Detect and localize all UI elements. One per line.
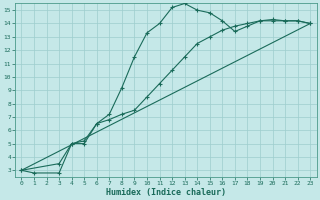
- X-axis label: Humidex (Indice chaleur): Humidex (Indice chaleur): [106, 188, 226, 197]
